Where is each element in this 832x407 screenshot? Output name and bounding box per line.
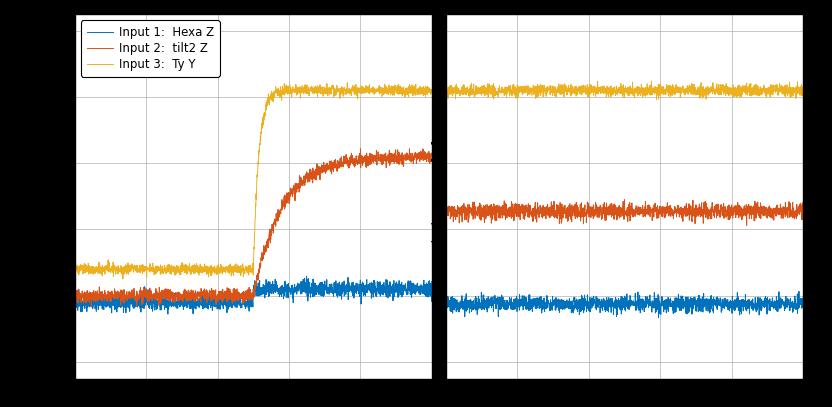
Input 1:  Hexa Z: (0.788, 0.238): Hexa Z: (0.788, 0.238) bbox=[351, 281, 361, 286]
Input 1:  Hexa Z: (0.971, 0.226): Hexa Z: (0.971, 0.226) bbox=[417, 284, 427, 289]
Input 1:  Hexa Z: (0.46, 0.173): Hexa Z: (0.46, 0.173) bbox=[234, 302, 244, 307]
Input 1:  Hexa Z: (0.261, 0.145): Hexa Z: (0.261, 0.145) bbox=[163, 312, 173, 317]
Text: Displacement [m]: Displacement [m] bbox=[433, 140, 445, 252]
Legend: Input 1:  Hexa Z, Input 2:  tilt2 Z, Input 3:  Ty Y: Input 1: Hexa Z, Input 2: tilt2 Z, Input… bbox=[81, 20, 220, 77]
Input 1:  Hexa Z: (1, 0.243): Hexa Z: (1, 0.243) bbox=[427, 279, 437, 284]
Input 2:  tilt2 Z: (1, 0.628): tilt2 Z: (1, 0.628) bbox=[427, 151, 437, 156]
Line: Input 2:  tilt2 Z: Input 2: tilt2 Z bbox=[75, 149, 432, 307]
Input 2:  tilt2 Z: (0.0515, 0.208): tilt2 Z: (0.0515, 0.208) bbox=[88, 291, 98, 295]
Input 3:  Ty Y: (0.487, 0.279): Ty Y: (0.487, 0.279) bbox=[244, 267, 254, 272]
Input 2:  tilt2 Z: (0.8, 0.644): tilt2 Z: (0.8, 0.644) bbox=[355, 146, 365, 151]
Input 3:  Ty Y: (0.971, 0.828): Ty Y: (0.971, 0.828) bbox=[417, 85, 427, 90]
Input 2:  tilt2 Z: (0.046, 0.166): tilt2 Z: (0.046, 0.166) bbox=[87, 304, 97, 309]
Input 2:  tilt2 Z: (0.971, 0.622): tilt2 Z: (0.971, 0.622) bbox=[417, 153, 427, 158]
Input 3:  Ty Y: (0.46, 0.276): Ty Y: (0.46, 0.276) bbox=[234, 268, 244, 273]
Input 1:  Hexa Z: (0.649, 0.259): Hexa Z: (0.649, 0.259) bbox=[302, 274, 312, 278]
Input 3:  Ty Y: (0.763, 0.843): Ty Y: (0.763, 0.843) bbox=[342, 80, 352, 85]
Line: Input 1:  Hexa Z: Input 1: Hexa Z bbox=[75, 276, 432, 314]
Input 2:  tilt2 Z: (0.46, 0.188): tilt2 Z: (0.46, 0.188) bbox=[234, 297, 244, 302]
Input 3:  Ty Y: (0.051, 0.265): Ty Y: (0.051, 0.265) bbox=[88, 272, 98, 277]
Input 2:  tilt2 Z: (0.487, 0.207): tilt2 Z: (0.487, 0.207) bbox=[244, 291, 254, 296]
Input 1:  Hexa Z: (0, 0.178): Hexa Z: (0, 0.178) bbox=[70, 301, 80, 306]
Input 2:  tilt2 Z: (0.788, 0.621): tilt2 Z: (0.788, 0.621) bbox=[351, 154, 361, 159]
Input 1:  Hexa Z: (0.051, 0.18): Hexa Z: (0.051, 0.18) bbox=[88, 300, 98, 305]
Input 1:  Hexa Z: (0.487, 0.19): Hexa Z: (0.487, 0.19) bbox=[244, 297, 254, 302]
Input 3:  Ty Y: (0.788, 0.811): Ty Y: (0.788, 0.811) bbox=[351, 91, 361, 96]
Input 2:  tilt2 Z: (0, 0.194): tilt2 Z: (0, 0.194) bbox=[70, 295, 80, 300]
Input 3:  Ty Y: (0.135, 0.251): Ty Y: (0.135, 0.251) bbox=[118, 276, 128, 281]
Input 3:  Ty Y: (0, 0.289): Ty Y: (0, 0.289) bbox=[70, 264, 80, 269]
Input 3:  Ty Y: (1, 0.821): Ty Y: (1, 0.821) bbox=[427, 88, 437, 92]
Input 3:  Ty Y: (0.972, 0.82): Ty Y: (0.972, 0.82) bbox=[417, 88, 427, 93]
Line: Input 3:  Ty Y: Input 3: Ty Y bbox=[75, 83, 432, 279]
Input 2:  tilt2 Z: (0.972, 0.633): tilt2 Z: (0.972, 0.633) bbox=[417, 150, 427, 155]
Input 1:  Hexa Z: (0.972, 0.217): Hexa Z: (0.972, 0.217) bbox=[417, 288, 427, 293]
